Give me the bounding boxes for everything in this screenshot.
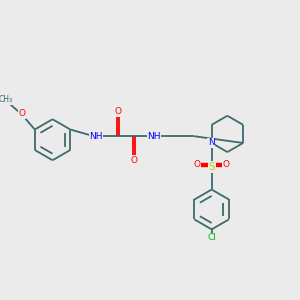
Text: S: S — [208, 162, 215, 172]
Text: O: O — [18, 109, 25, 118]
Text: NH: NH — [89, 132, 103, 141]
Text: N: N — [208, 139, 214, 148]
Text: O: O — [194, 160, 200, 169]
Text: CH₃: CH₃ — [0, 95, 13, 104]
Text: NH: NH — [147, 132, 161, 141]
Text: O: O — [130, 156, 137, 165]
Text: O: O — [223, 160, 230, 169]
Text: Cl: Cl — [207, 233, 216, 242]
Text: O: O — [114, 107, 121, 116]
